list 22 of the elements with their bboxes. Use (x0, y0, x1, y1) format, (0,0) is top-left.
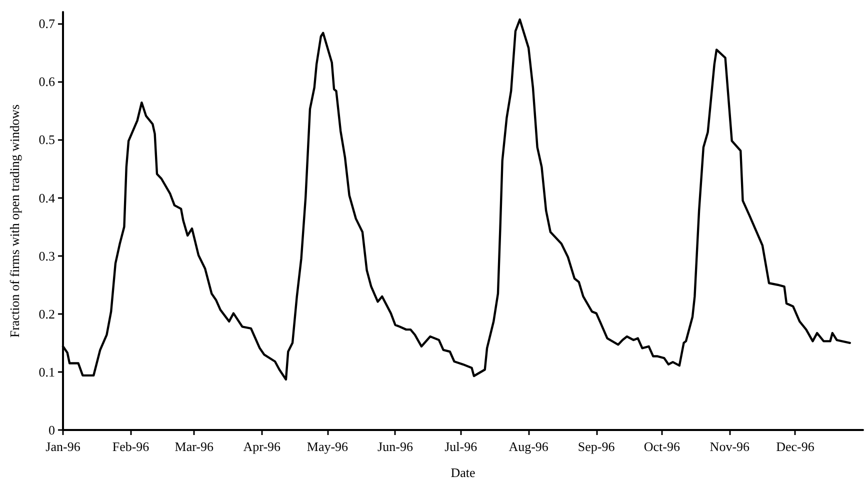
x-tick-label: Mar-96 (174, 439, 214, 454)
x-tick-label: Feb-96 (112, 439, 150, 454)
y-tick-label: 0.3 (38, 248, 55, 264)
y-tick-label: 0.4 (38, 190, 56, 206)
y-tick-label: 0 (48, 422, 55, 438)
y-tick-label: 0.7 (38, 16, 56, 32)
x-axis-title: Date (450, 465, 476, 480)
x-tick-label: Jun-96 (378, 439, 414, 454)
x-tick-label: Jul-96 (444, 439, 478, 454)
y-tick-label: 0.1 (38, 364, 55, 380)
x-tick-label: Nov-96 (710, 439, 750, 454)
x-tick-label: Apr-96 (243, 439, 282, 454)
y-axis-title: Fraction of firms with open trading windows (7, 104, 22, 338)
y-tick-label: 0.2 (38, 306, 55, 322)
x-tick-label: Sep-96 (578, 439, 616, 454)
y-tick-label: 0.6 (38, 74, 56, 90)
x-tick-label: Oct-96 (644, 439, 680, 454)
x-tick-label: May-96 (306, 439, 349, 454)
x-tick-label: Dec-96 (776, 439, 815, 454)
x-tick-label: Jan-96 (46, 439, 81, 454)
y-tick-label: 0.5 (38, 132, 55, 148)
x-tick-label: Aug-96 (508, 439, 549, 454)
